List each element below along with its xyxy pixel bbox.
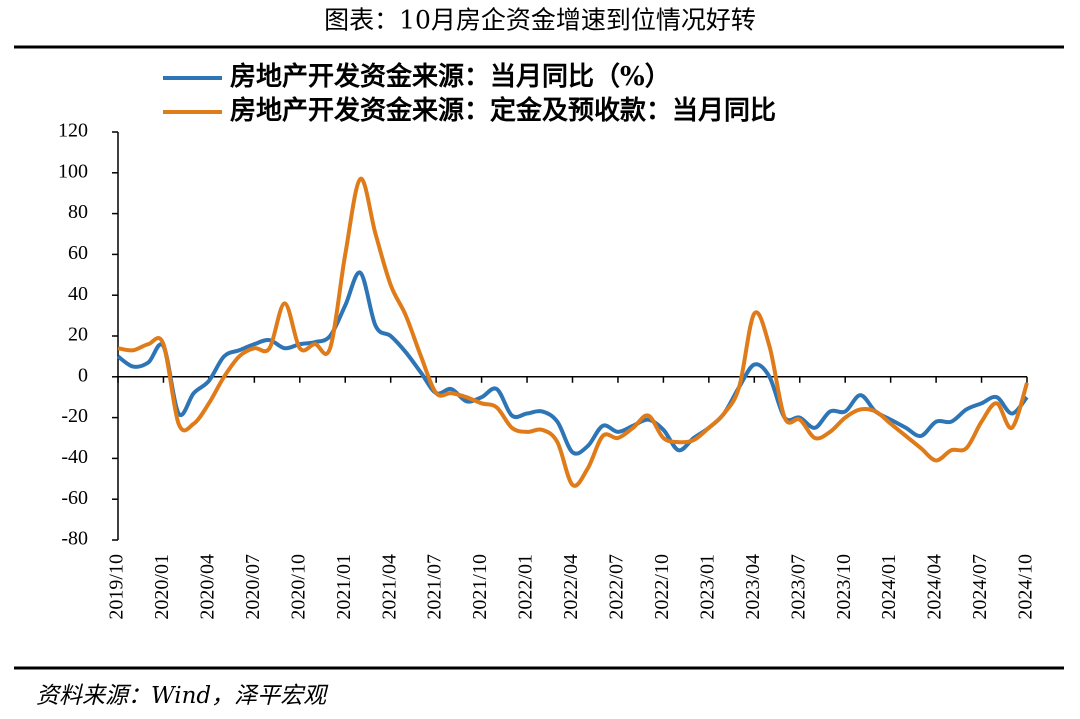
x-tick-label: 2021/04 <box>378 554 400 620</box>
y-tick-label: 20 <box>68 324 88 346</box>
x-tick-label: 2024/07 <box>969 554 991 620</box>
y-tick-label: 60 <box>68 242 88 264</box>
y-tick-label: -80 <box>61 528 88 550</box>
x-tick-label: 2023/04 <box>742 554 764 620</box>
x-tick-label: 2024/04 <box>924 554 946 620</box>
y-tick-label: 120 <box>58 120 88 142</box>
x-tick-label: 2022/04 <box>560 554 582 620</box>
x-tick-label: 2021/01 <box>333 554 355 620</box>
x-tick-label: 2022/01 <box>515 554 537 620</box>
y-tick-label: 0 <box>78 364 88 386</box>
x-tick-label: 2021/07 <box>424 554 446 620</box>
x-tick-label: 2022/07 <box>606 554 628 620</box>
y-tick-label: -20 <box>61 405 88 427</box>
x-tick-label: 2020/01 <box>151 554 173 620</box>
x-tick-label: 2020/07 <box>242 554 264 620</box>
x-tick-label: 2024/01 <box>878 554 900 620</box>
y-tick-label: -40 <box>61 446 88 468</box>
source: 资料来源：Wind，泽平宏观 <box>36 683 329 709</box>
x-tick-label: 2023/10 <box>833 554 855 620</box>
series-line <box>116 270 1029 456</box>
series-line <box>117 176 1029 488</box>
legend-label: 房地产开发资金来源：当月同比（%） <box>230 61 671 92</box>
y-tick-label: 100 <box>58 160 88 182</box>
x-tick-label: 2024/10 <box>1015 554 1037 620</box>
legend-label: 房地产开发资金来源：定金及预收款：当月同比 <box>230 95 776 126</box>
x-tick-label: 2022/10 <box>651 554 673 620</box>
x-tick-label: 2023/07 <box>787 554 809 620</box>
x-tick-label: 2021/10 <box>469 554 491 620</box>
x-tick-label: 2023/01 <box>696 554 718 620</box>
y-tick-label: -60 <box>61 487 88 509</box>
y-tick-label: 40 <box>68 283 88 305</box>
x-tick-label: 2020/10 <box>287 554 309 620</box>
y-tick-label: 80 <box>68 201 88 223</box>
x-tick-label: 2019/10 <box>106 554 128 620</box>
chart-title: 图表：10月房企资金增速到位情况好转 <box>324 6 756 35</box>
x-tick-label: 2020/04 <box>196 554 218 620</box>
